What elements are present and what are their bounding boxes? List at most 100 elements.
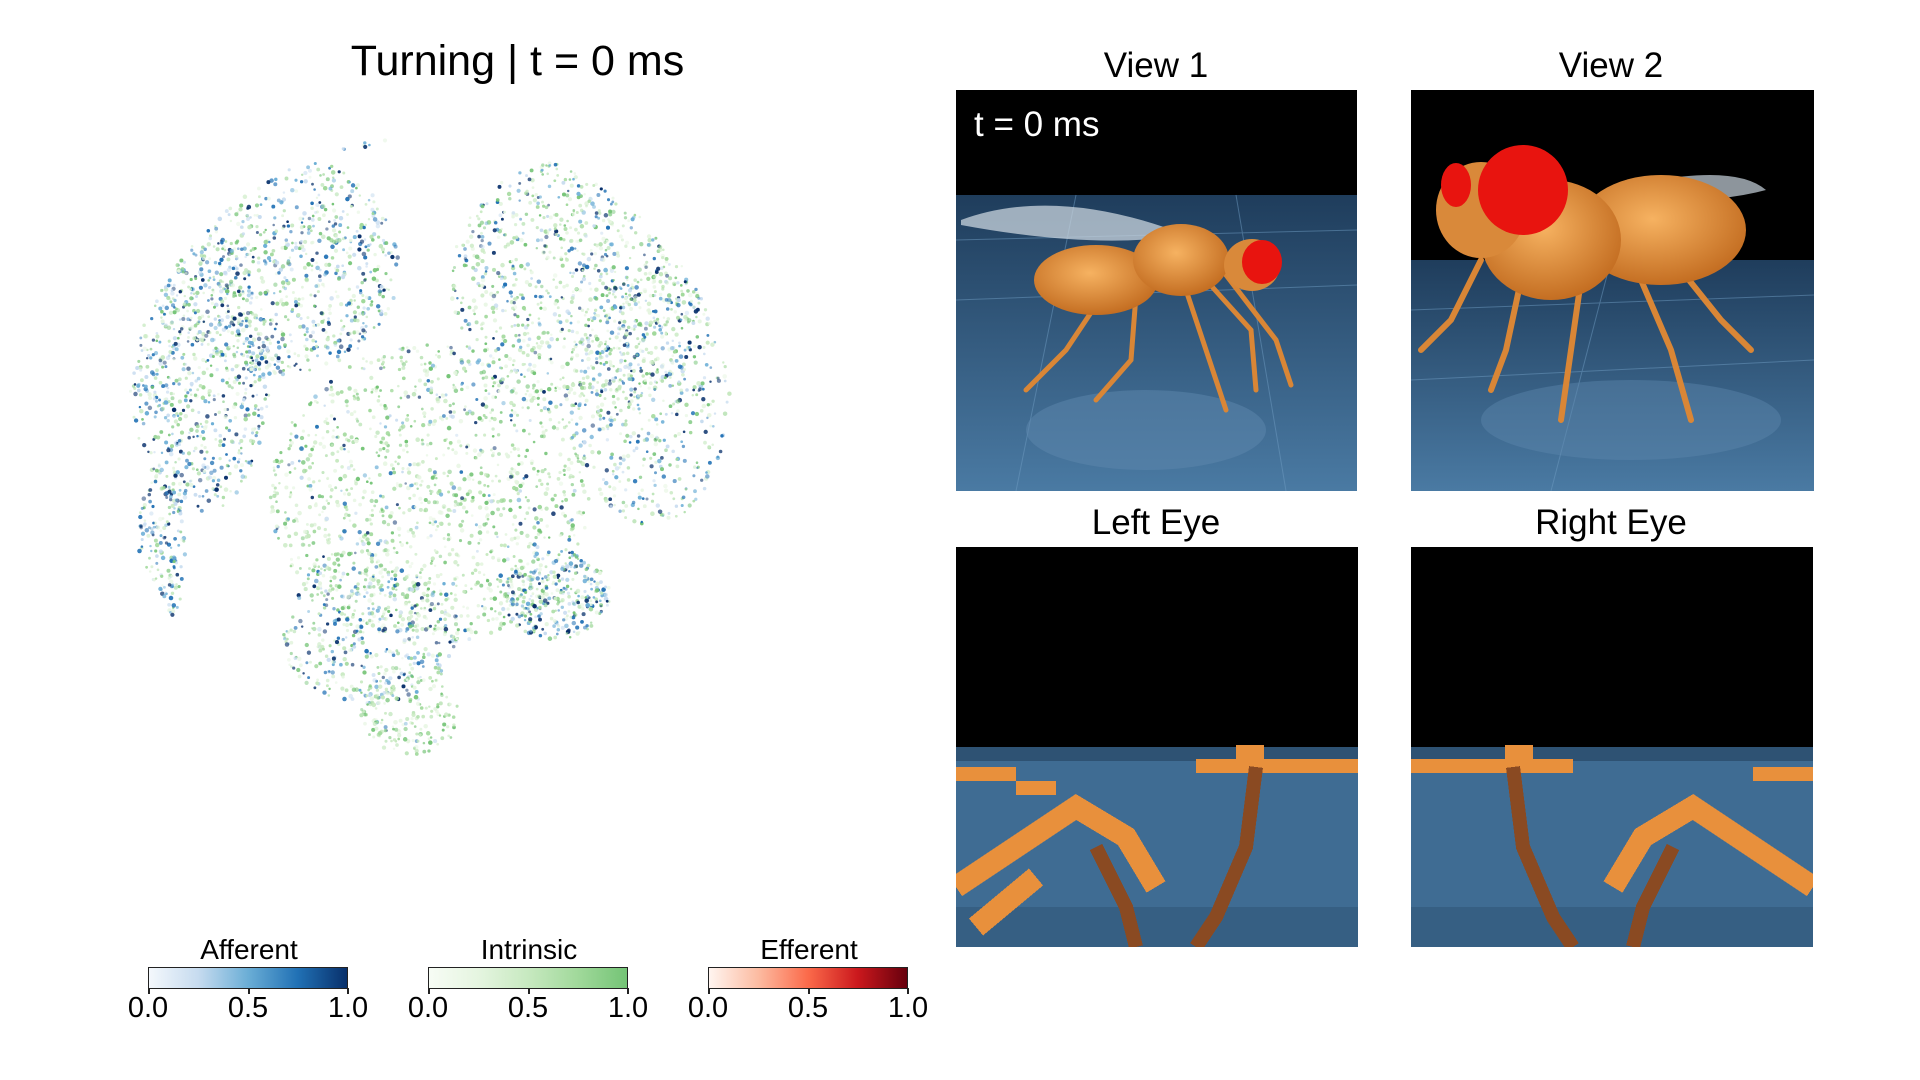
neuron-point [433, 483, 437, 487]
neuron-point [544, 451, 548, 456]
neuron-point [377, 620, 381, 624]
neuron-point [213, 428, 218, 433]
neuron-point [478, 490, 483, 495]
neuron-point [523, 267, 527, 271]
neuron-point [318, 479, 321, 483]
neuron-point [154, 410, 158, 415]
neuron-point [197, 477, 203, 483]
neuron-point [532, 603, 537, 609]
neuron-point [326, 236, 331, 241]
neuron-point [704, 474, 710, 479]
neuron-point [586, 366, 590, 370]
neuron-point [272, 236, 277, 240]
neuron-point [336, 636, 341, 640]
neuron-point [166, 413, 170, 418]
neuron-point [184, 465, 189, 470]
neuron-point [569, 238, 574, 243]
neuron-point [591, 328, 594, 332]
neuron-point [206, 359, 210, 362]
neuron-point [360, 446, 365, 451]
neuron-point [574, 227, 578, 232]
neuron-point [532, 363, 537, 369]
neuron-point [325, 499, 329, 502]
neuron-point [502, 543, 507, 548]
neuron-point [666, 515, 671, 520]
neuron-point [446, 725, 450, 729]
neuron-point [450, 296, 455, 301]
neuron-point [656, 317, 660, 321]
neuron-point [477, 530, 483, 535]
neuron-point [236, 374, 242, 380]
neuron-point [484, 522, 488, 526]
neuron-point [552, 278, 555, 281]
neuron-point [537, 572, 542, 576]
neuron-point [498, 419, 503, 424]
neuron-point [348, 648, 353, 653]
neuron-point [569, 357, 574, 361]
neuron-point [491, 384, 495, 388]
neuron-point [255, 354, 260, 359]
neuron-point [575, 625, 580, 630]
neuron-point [305, 337, 309, 342]
neuron-point [456, 463, 461, 469]
neuron-point [390, 463, 394, 467]
neuron-point [335, 264, 340, 269]
neuron-point [674, 359, 679, 363]
neuron-point [295, 362, 298, 366]
neuron-point [214, 226, 219, 231]
neuron-point [599, 402, 605, 407]
neuron-point [661, 513, 665, 517]
neuron-point [409, 674, 414, 678]
neuron-point [207, 269, 212, 274]
neuron-point [621, 326, 626, 331]
neuron-point [364, 324, 368, 328]
neuron-point [170, 350, 175, 355]
neuron-point [655, 435, 659, 439]
neuron-point [170, 291, 175, 296]
neuron-point [133, 418, 139, 423]
neuron-point [258, 348, 263, 353]
neuron-point [597, 372, 602, 377]
neuron-point [705, 316, 710, 321]
neuron-point [167, 433, 171, 437]
neuron-point [709, 380, 712, 383]
neuron-point [289, 492, 293, 497]
neuron-point [165, 390, 170, 394]
neuron-point [316, 354, 319, 358]
neuron-point [530, 599, 535, 603]
neuron-point [663, 376, 667, 380]
neuron-point [550, 360, 554, 365]
neuron-point [683, 377, 687, 381]
neuron-point [527, 367, 532, 372]
neuron-point [433, 627, 436, 631]
neuron-point [247, 319, 252, 324]
neuron-point [135, 365, 140, 371]
neuron-point [167, 354, 171, 358]
neuron-point [584, 201, 589, 206]
neuron-point [681, 495, 686, 500]
neuron-point [238, 293, 242, 297]
neuron-point [159, 430, 164, 434]
neuron-point [516, 323, 520, 328]
neuron-point [392, 747, 396, 751]
neuron-point [439, 628, 443, 631]
neuron-point [609, 415, 613, 419]
neuron-point [201, 332, 206, 337]
neuron-point [687, 345, 691, 349]
neuron-point [363, 278, 367, 282]
neuron-point [359, 630, 363, 634]
neuron-point [382, 288, 386, 292]
neuron-point [161, 304, 165, 308]
neuron-point [545, 255, 550, 260]
neuron-point [352, 331, 356, 335]
neuron-point [361, 310, 365, 314]
neuron-point [534, 516, 539, 521]
neuron-point [660, 467, 664, 472]
neuron-point [636, 434, 641, 438]
neuron-point [364, 245, 368, 249]
neuron-point [218, 322, 223, 327]
neuron-point [483, 472, 488, 477]
neuron-point [580, 308, 585, 312]
neuron-point [544, 428, 548, 432]
neuron-point [445, 513, 450, 519]
